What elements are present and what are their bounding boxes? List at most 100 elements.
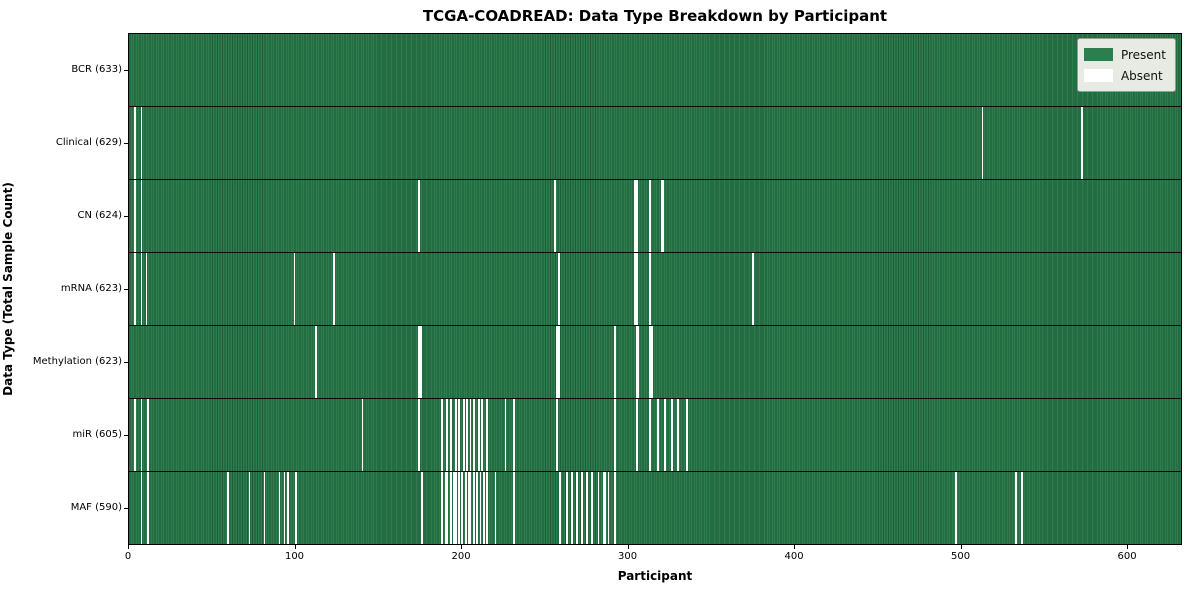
absent-gap: [494, 472, 497, 544]
absent-gap: [649, 326, 651, 398]
absent-gap: [361, 399, 364, 471]
absent-gap: [685, 399, 688, 471]
absent-gap: [635, 399, 638, 471]
y-tick-mark: [124, 142, 128, 144]
absent-gap: [602, 472, 605, 544]
absent-gap: [140, 180, 143, 252]
absent-gap: [664, 399, 666, 471]
absent-gap: [571, 472, 573, 544]
row-band-clinical: [129, 106, 1181, 179]
x-tick-mark: [1127, 545, 1129, 549]
y-tick-label-clinical: Clinical (629): [55, 136, 122, 148]
absent-gap: [556, 326, 558, 398]
absent-gap: [140, 253, 143, 325]
absent-gap: [512, 472, 515, 544]
row-band-maf: [129, 471, 1181, 544]
absent-gap: [283, 472, 286, 544]
absent-gap: [449, 399, 452, 471]
absent-gap: [481, 399, 484, 471]
absent-gap: [454, 472, 457, 544]
absent-gap: [504, 399, 507, 471]
x-tick-mark: [128, 545, 129, 549]
absent-gap: [444, 472, 447, 544]
absent-gap: [650, 326, 653, 398]
x-tick-mark: [960, 545, 962, 549]
absent-gap: [1021, 472, 1024, 544]
y-tick-label-bcr: BCR (633): [71, 63, 122, 75]
y-tick-label-mrna: mRNA (623): [60, 283, 122, 294]
absent-gap: [554, 180, 557, 252]
absent-gap: [634, 253, 637, 325]
y-tick-label-cn: CN (624): [77, 209, 122, 221]
absent-gap: [660, 180, 663, 252]
absent-gap: [614, 472, 617, 544]
absent-gap: [133, 180, 136, 252]
x-tick-mark: [627, 545, 629, 549]
plot-area: [128, 33, 1182, 545]
y-tick-mark: [124, 69, 128, 71]
legend-label-absent: Absent: [1120, 68, 1163, 83]
absent-gap: [147, 399, 150, 471]
absent-gap: [469, 472, 472, 544]
absent-gap: [473, 472, 475, 544]
x-tick-label-0: 0: [124, 551, 132, 562]
y-tick-mark: [124, 289, 128, 290]
row-band-bcr: [129, 34, 1181, 106]
absent-gap: [677, 399, 680, 471]
chart-title: TCGA-COADREAD: Data Type Breakdown by Pa…: [422, 7, 888, 25]
absent-gap: [227, 472, 229, 544]
absent-gap: [954, 472, 957, 544]
absent-gap: [662, 180, 665, 252]
x-tick-mark: [461, 545, 463, 549]
absent-gap: [1081, 107, 1084, 179]
absent-gap: [649, 399, 651, 471]
absent-gap: [419, 326, 422, 398]
absent-gap: [566, 472, 568, 544]
absent-gap: [133, 253, 136, 325]
absent-gap: [295, 472, 297, 544]
absent-gap: [248, 472, 251, 544]
absent-gap: [418, 399, 420, 471]
x-tick-label-300: 300: [617, 551, 638, 562]
absent-gap: [418, 326, 420, 398]
y-tick-label-maf: MAF (590): [70, 502, 122, 514]
x-tick-label-200: 200: [451, 551, 471, 562]
absent-gap: [586, 472, 588, 544]
absent-gap: [591, 472, 593, 544]
absent-gap: [482, 472, 485, 544]
absent-gap: [140, 107, 143, 179]
legend-label-present: Present: [1120, 47, 1166, 62]
y-tick-mark: [124, 215, 128, 217]
absent-gap: [559, 472, 562, 544]
absent-gap: [286, 472, 289, 544]
absent-gap: [263, 472, 266, 544]
absent-gap: [635, 253, 638, 325]
absent-gap: [449, 472, 452, 544]
absent-gap: [473, 399, 475, 471]
absent-gap: [278, 472, 281, 544]
absent-gap: [466, 399, 469, 471]
absent-gap: [576, 472, 578, 544]
absent-gap: [454, 399, 457, 471]
absent-gap: [458, 399, 460, 471]
absent-gap: [479, 472, 482, 544]
y-tick-mark: [124, 435, 128, 437]
x-tick-mark: [794, 545, 796, 549]
absent-gap: [752, 253, 755, 325]
legend-entry-present: Present: [1083, 44, 1166, 65]
x-tick-label-100: 100: [284, 551, 305, 562]
absent-gap: [557, 326, 560, 398]
absent-gap: [446, 399, 449, 471]
absent-gap: [614, 399, 617, 471]
absent-gap: [607, 472, 610, 544]
absent-gap: [649, 180, 651, 252]
absent-gap: [140, 399, 143, 471]
legend: Present Absent: [1076, 38, 1176, 92]
absent-gap: [634, 180, 637, 252]
absent-gap: [512, 399, 515, 471]
absent-gap: [556, 399, 558, 471]
y-tick-mark: [124, 508, 128, 510]
absent-swatch-icon: [1083, 69, 1113, 82]
absent-gap: [461, 472, 464, 544]
absent-gap: [293, 253, 296, 325]
